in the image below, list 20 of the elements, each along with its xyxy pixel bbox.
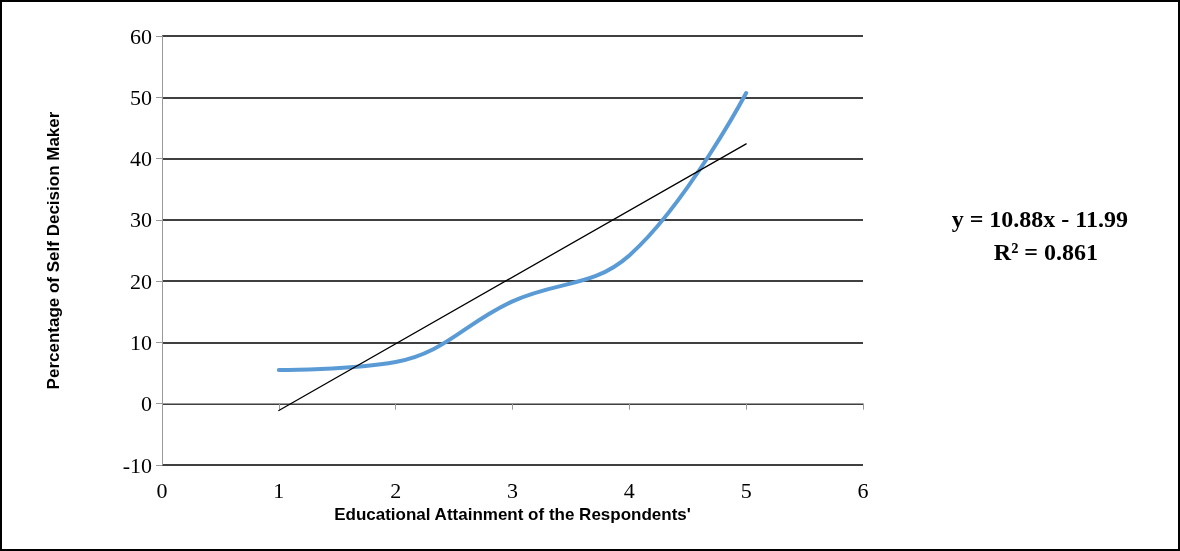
y-tick-label: 60 [130, 23, 152, 49]
x-tick-label: 4 [623, 477, 635, 503]
y-tick-label: 0 [141, 391, 152, 417]
text: R² = 0.861 [993, 239, 1098, 265]
text: y = 10.88x - 11.99 [951, 206, 1128, 232]
y-axis-title: Percentage of Self Decision Maker [44, 111, 63, 390]
x-tick-label: 6 [857, 477, 869, 503]
y-tick-label: 30 [130, 207, 152, 233]
y-tick-label: 50 [130, 84, 152, 110]
y-tick-label: 20 [130, 268, 152, 294]
x-tick-label: 5 [740, 477, 752, 503]
y-tick-label: 40 [130, 146, 152, 172]
x-tick-label: 1 [273, 477, 285, 503]
line-series [276, 91, 749, 373]
x-axis-title: Educational Attainment of the Respondents' [334, 504, 691, 524]
y-tick-label: 10 [130, 329, 152, 355]
x-tick-label: 2 [390, 477, 402, 503]
x-tick-label: 0 [156, 477, 168, 503]
x-tick-label: 3 [507, 477, 518, 503]
y-tick-label: -10 [122, 452, 152, 478]
